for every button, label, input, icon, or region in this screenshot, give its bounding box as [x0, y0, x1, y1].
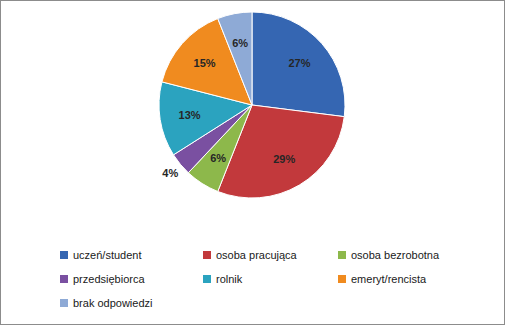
data-labels: 27% 29% 6% 4% 13% 15% 6%: [162, 37, 310, 179]
chart-svg: 27% 29% 6% 4% 13% 15% 6% uczeń/student osoba pra…: [0, 0, 505, 325]
data-label: 6%: [232, 37, 248, 49]
data-label: 13%: [179, 109, 201, 121]
pie-slices: [159, 12, 345, 198]
legend-swatch: [338, 251, 346, 259]
legend-swatch: [203, 275, 211, 283]
data-label: 27%: [288, 57, 310, 69]
legend-swatch: [338, 275, 346, 283]
data-label: 6%: [210, 152, 226, 164]
legend: uczeń/student osoba pracująca osoba bezrob…: [60, 249, 440, 309]
legend-label: brak odpowiedzi: [73, 297, 153, 309]
legend-label: osoba bezrobotna: [351, 249, 440, 261]
chart-container: 27% 29% 6% 4% 13% 15% 6% uczeń/student osoba pra…: [0, 0, 505, 325]
legend-swatch: [203, 251, 211, 259]
legend-label: rolnik: [216, 273, 243, 285]
legend-label: osoba pracująca: [216, 249, 298, 261]
chart-frame: [1, 1, 505, 325]
data-label: 15%: [194, 57, 216, 69]
legend-swatch: [60, 299, 68, 307]
legend-swatch: [60, 251, 68, 259]
legend-label: uczeń/student: [73, 249, 142, 261]
pie-slice: [252, 12, 345, 117]
pie-slice: [218, 12, 252, 105]
data-label: 4%: [162, 167, 178, 179]
legend-swatch: [60, 275, 68, 283]
legend-label: emeryt/rencista: [351, 273, 427, 285]
legend-label: przedsiębiorca: [73, 273, 145, 285]
data-label: 29%: [273, 153, 295, 165]
